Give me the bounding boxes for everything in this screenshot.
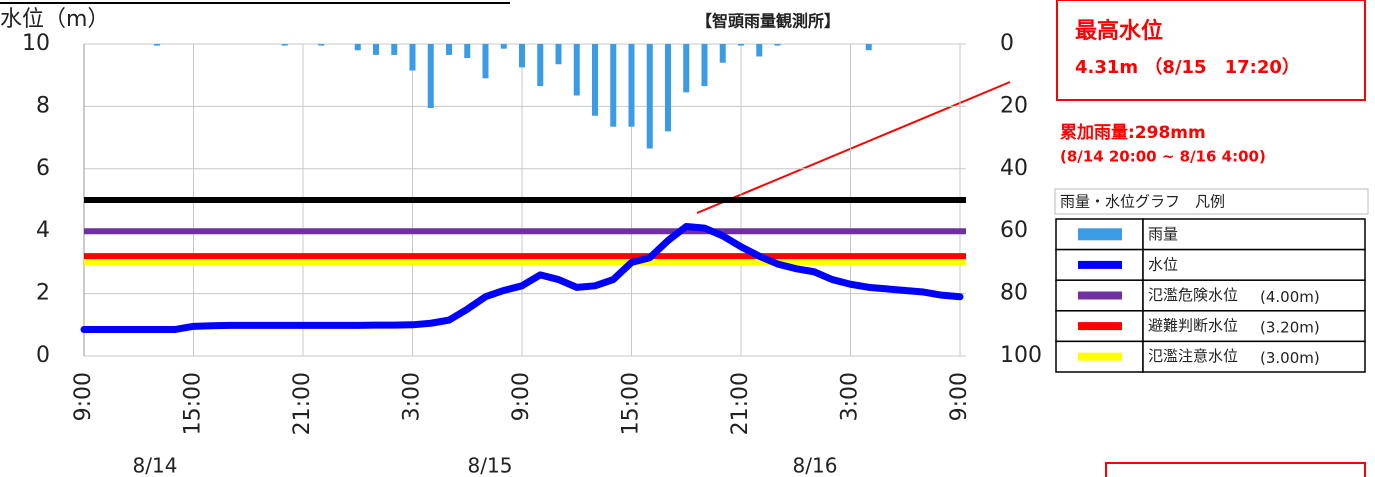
y2-tick-label: 80 [1000, 281, 1028, 306]
rain-bar [391, 44, 398, 55]
x-tick-label: 9:00 [71, 372, 96, 421]
y2-tick-label: 20 [1000, 93, 1028, 118]
y2-tick-label: 0 [1000, 31, 1014, 56]
legend-swatch [1078, 228, 1122, 241]
y-tick-label: 4 [36, 218, 50, 243]
legend-label: 水位 [1148, 255, 1178, 273]
y-tick-label: 10 [22, 31, 50, 56]
rain-period: (8/14 20:00 ~ 8/16 4:00) [1060, 148, 1266, 166]
legend-label: 氾濫注意水位 [1148, 347, 1238, 365]
rain-bar [464, 44, 471, 59]
peak-text: 4.31m （8/15 17:20） [1075, 57, 1300, 78]
date-label: 8/14 [133, 454, 178, 477]
rain-bar [665, 44, 671, 132]
date-label: 8/16 [793, 454, 838, 477]
x-tick-label: 9:00 [509, 372, 534, 421]
y2-tick-label: 100 [1000, 343, 1042, 368]
legend-label: 雨量 [1148, 225, 1178, 243]
leader-line [696, 81, 1011, 214]
rain-bar [500, 44, 507, 49]
rain-bar [373, 44, 379, 55]
rain-bar [154, 44, 160, 46]
rain-bar [482, 44, 489, 79]
y-tick-label: 0 [36, 343, 50, 368]
legend-cell [1142, 310, 1366, 343]
rain-bar [354, 44, 361, 51]
x-tick-label: 9:00 [947, 372, 972, 421]
legend-swatch [1078, 291, 1122, 300]
rain-total: 累加雨量:298mm [1060, 122, 1206, 143]
x-tick-label: 21:00 [728, 372, 753, 435]
rain-bar [427, 44, 434, 108]
legend-title: 雨量・水位グラフ 凡例 [1060, 193, 1225, 211]
rain-bar [537, 44, 544, 87]
date-label: 8/15 [468, 454, 513, 477]
y-tick-label: 8 [36, 93, 50, 118]
empty-box [1105, 462, 1366, 477]
legend-swatch [1078, 260, 1122, 269]
rain-bar [701, 44, 708, 87]
x-tick-label: 3:00 [400, 372, 425, 421]
y2-tick-label: 40 [1000, 156, 1028, 181]
legend-swatch [1078, 352, 1122, 361]
rain-bar [409, 44, 416, 71]
x-tick-label: 3:00 [838, 372, 863, 421]
x-tick-label: 15:00 [181, 372, 206, 435]
rain-bar [318, 44, 325, 46]
legend-title-box [1054, 188, 1369, 215]
rain-bar [738, 44, 744, 46]
rain-bar [610, 44, 617, 127]
legend-cell [1142, 248, 1366, 281]
rain-bar [446, 44, 452, 55]
legend-value: (3.20m) [1260, 319, 1320, 337]
rain-bar [756, 44, 763, 57]
x-tick-label: 21:00 [290, 372, 315, 435]
water-level-line [80, 223, 964, 333]
y2-tick-label: 60 [1000, 218, 1028, 243]
legend-value: (4.00m) [1260, 288, 1320, 306]
rain-bar [573, 44, 580, 96]
rain-bar [719, 44, 726, 63]
rain-bar [865, 44, 872, 51]
peak-box [1056, 0, 1366, 101]
y-tick-label: 2 [36, 281, 50, 306]
x-tick-label: 15:00 [619, 372, 644, 435]
rain-bar [592, 44, 598, 116]
rain-bar [683, 44, 690, 93]
legend-label: 避難判断水位 [1148, 317, 1238, 335]
legend-cell [1142, 340, 1366, 373]
rain-bar [628, 44, 635, 127]
rain-bar [519, 44, 525, 68]
legend-cell [1055, 340, 1144, 373]
rain-bar [555, 44, 562, 65]
chart-title: 【智頭雨量観測所】 [696, 12, 840, 31]
rain-bar [281, 44, 288, 46]
rain-bar [646, 44, 653, 149]
legend-swatch [1078, 322, 1122, 331]
y-tick-label: 6 [36, 156, 50, 181]
legend-value: (3.00m) [1260, 349, 1320, 367]
peak-title: 最高水位 [1075, 18, 1163, 44]
rain-bar [774, 44, 781, 46]
y-axis-label: 水位（m） [0, 7, 109, 32]
legend-label: 氾濫危険水位 [1148, 286, 1238, 304]
